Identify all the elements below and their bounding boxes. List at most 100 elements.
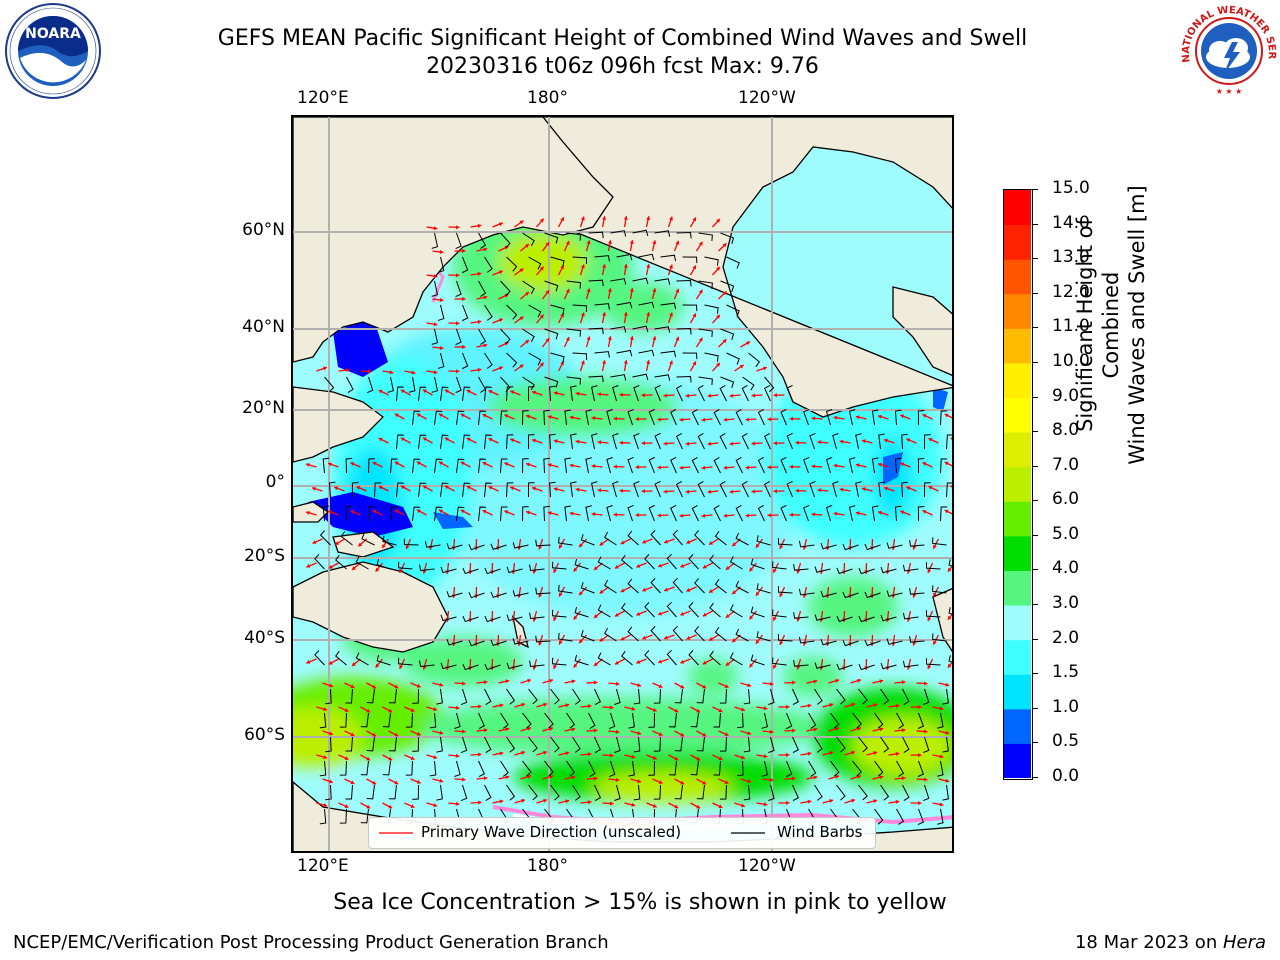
wave-direction-arrowhead [322,366,327,371]
wind-barb [902,784,910,801]
wave-direction-arrowhead [323,755,328,760]
wind-barb [572,736,581,753]
wave-direction-arrowhead [732,542,737,547]
wind-barb [666,601,677,618]
colorbar-tick [1032,742,1038,744]
wind-barb [741,384,749,402]
wind-barb [355,556,369,570]
wind-barb [570,433,577,450]
wind-barb [440,434,449,450]
wave-direction-arrowhead [900,510,905,515]
wave-direction-arrowhead [629,336,634,340]
wave-direction-arrowhead [786,800,790,805]
wind-barb [431,328,439,345]
wave-direction-arrowhead [614,612,619,617]
wind-barb [803,504,810,522]
wind-barb [460,736,468,754]
wind-barb [756,631,771,642]
wave-direction-arrowhead [455,321,460,326]
wave-direction-arrowhead [944,413,949,418]
wave-direction-arrowhead [779,593,784,597]
wave-direction-arrowhead [394,509,399,514]
wind-barb [777,634,793,642]
wind-barb [713,505,721,522]
wave-direction-arrowhead [394,461,399,466]
wind-barb [325,784,332,801]
wind-barb [650,625,661,642]
wind-barb [674,736,683,752]
wave-direction-arrowhead [593,728,598,733]
wind-barb [484,256,493,273]
wave-direction-arrowhead [504,462,509,467]
wind-barb [460,688,468,706]
wind-barb [654,384,661,402]
wave-direction-arrowhead [947,663,952,668]
wave-direction-arrowhead [599,541,604,546]
wave-direction-arrowhead [923,681,928,686]
wind-barb [490,543,507,550]
wind-barb [535,635,551,643]
wave-direction-arrowhead [708,589,713,593]
wave-direction-arrowhead [382,543,386,548]
wave-direction-arrowhead [586,336,591,341]
wave-direction-arrowhead [416,731,421,736]
wind-barb [610,230,627,237]
wind-barb [691,456,699,474]
wave-direction-arrowhead [613,416,618,421]
wave-direction-arrowhead [857,726,862,731]
wind-barb [886,638,903,645]
wind-barb [543,505,550,522]
wave-direction-arrowhead [462,296,466,302]
y-tick-20s: 20°S [244,546,285,566]
wave-direction-arrowhead [575,391,580,396]
wind-barb [880,614,897,622]
wave-direction-arrowhead [504,293,509,298]
wave-direction-arrowhead [923,777,928,782]
wind-barb [697,384,705,402]
wave-direction-arrowhead [328,462,333,467]
wind-barb [436,784,443,801]
wind-barb [648,408,655,426]
wind-barb [585,457,592,474]
wind-barb [361,533,375,546]
wind-barb [809,432,816,450]
wind-barb [902,612,919,620]
wave-direction-arrowhead [586,240,591,245]
wave-direction-arrowhead [708,637,713,641]
wind-barb [713,457,721,474]
wave-direction-arrowhead [698,241,703,246]
wind-barb [940,506,948,522]
wind-barb [403,538,419,546]
wind-barb [614,688,621,705]
wind-barb [803,456,810,474]
wave-direction-arrowhead [835,726,840,731]
wave-direction-arrowhead [692,265,697,270]
wind-barb [761,760,768,777]
wave-direction-arrowhead [602,264,607,269]
wind-barb [339,808,347,824]
wind-barb [429,712,437,729]
wind-barb [506,482,514,498]
wave-direction-arrowhead [928,437,933,442]
colorbar-band [1004,362,1031,399]
wave-direction-arrowhead [674,708,679,713]
wave-direction-arrowhead [722,339,727,344]
wave-direction-arrowhead [751,393,756,398]
wave-direction-arrowhead [663,393,668,398]
wind-barb [604,627,617,642]
wave-direction-arrowhead [545,338,550,343]
wave-direction-arrowhead [729,441,734,446]
wave-direction-arrowhead [565,703,570,708]
wave-direction-arrowhead [593,662,598,666]
wave-direction-arrowhead [444,485,449,490]
wave-direction-arrowhead [877,462,882,467]
colorbar-tick [1032,673,1038,675]
wave-direction-arrowhead [807,703,812,708]
wave-direction-arrowhead [593,680,598,685]
wave-direction-arrowhead [933,592,937,597]
wave-direction-arrowhead [510,390,515,395]
wind-barb [549,481,556,498]
wave-direction-arrowhead [829,751,834,755]
wave-direction-arrowhead [573,567,578,572]
wind-barb [848,409,856,426]
